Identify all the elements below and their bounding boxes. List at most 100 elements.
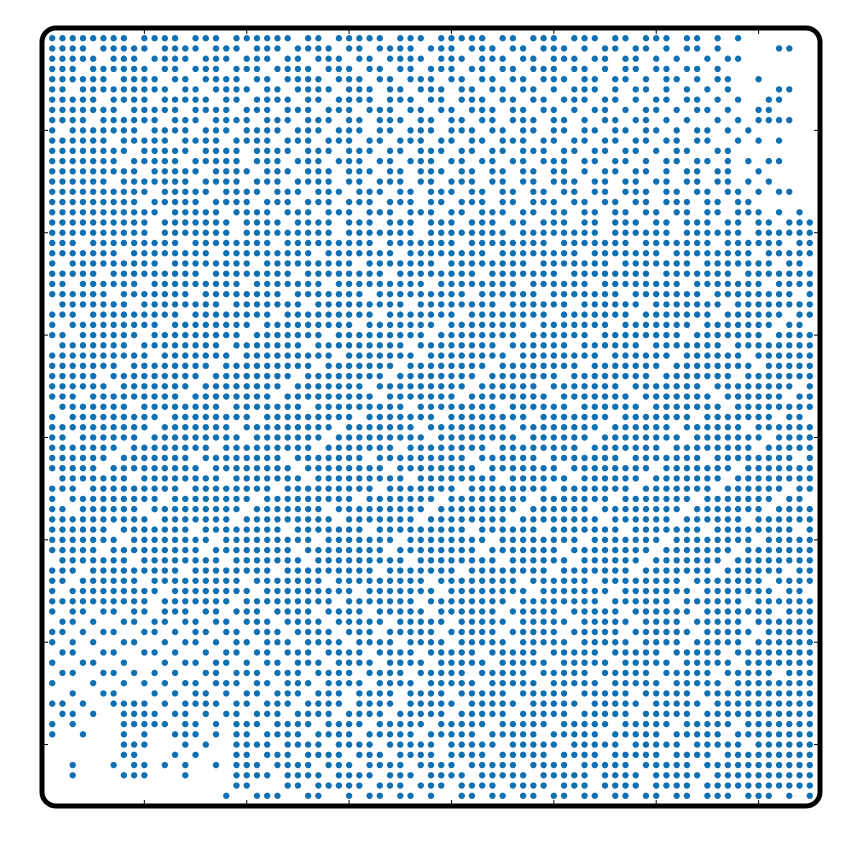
point — [448, 65, 455, 73]
point — [489, 649, 496, 656]
point — [663, 188, 670, 195]
point — [571, 495, 578, 503]
point — [100, 536, 107, 544]
point — [796, 362, 803, 370]
point — [100, 485, 107, 492]
point — [386, 290, 394, 298]
point — [386, 628, 394, 636]
point — [734, 577, 742, 584]
point — [683, 260, 691, 267]
point — [397, 485, 404, 492]
point — [765, 301, 773, 308]
point — [79, 260, 87, 267]
point — [79, 198, 87, 206]
point — [540, 301, 547, 308]
point — [519, 710, 527, 718]
point — [438, 393, 445, 400]
point — [653, 280, 660, 288]
point — [509, 383, 517, 390]
point — [765, 710, 773, 718]
point — [274, 444, 281, 451]
point — [315, 229, 322, 236]
point — [745, 567, 752, 574]
point — [765, 96, 773, 103]
point — [69, 598, 76, 605]
point — [734, 485, 742, 492]
point — [89, 137, 97, 144]
point — [540, 434, 547, 441]
point — [796, 679, 803, 687]
point — [663, 301, 670, 308]
point — [69, 260, 76, 267]
point — [519, 526, 527, 533]
point — [284, 321, 291, 329]
point — [468, 301, 476, 308]
point — [130, 741, 138, 748]
point — [335, 649, 343, 656]
point — [345, 229, 353, 236]
point — [274, 413, 281, 421]
point — [745, 342, 752, 349]
point — [417, 587, 424, 595]
point — [704, 413, 711, 421]
point — [734, 598, 742, 605]
point — [345, 127, 353, 134]
point — [386, 577, 394, 584]
point — [806, 608, 813, 615]
point — [448, 587, 455, 595]
point — [704, 137, 711, 144]
point — [100, 567, 107, 574]
point — [438, 454, 445, 462]
point — [212, 608, 220, 615]
point — [274, 229, 281, 236]
point — [294, 413, 302, 421]
point — [407, 239, 414, 247]
point — [335, 157, 343, 165]
point — [489, 485, 496, 492]
point — [489, 413, 496, 421]
point — [315, 751, 322, 759]
point — [212, 577, 220, 584]
point — [724, 444, 732, 451]
point — [448, 116, 455, 124]
point — [212, 280, 220, 288]
point — [253, 75, 261, 83]
point — [264, 618, 271, 625]
point — [49, 444, 56, 451]
point — [530, 290, 537, 298]
point — [530, 331, 537, 339]
point — [499, 413, 506, 421]
point — [366, 464, 373, 472]
point — [622, 772, 629, 779]
point — [663, 628, 670, 636]
point — [79, 116, 87, 124]
point — [376, 690, 384, 697]
point — [509, 536, 517, 544]
point — [550, 331, 558, 339]
point — [69, 444, 76, 451]
point — [192, 485, 199, 492]
point — [130, 331, 138, 339]
point — [448, 393, 455, 400]
point — [386, 598, 394, 605]
point — [427, 168, 435, 175]
point — [233, 250, 240, 257]
point — [653, 393, 660, 400]
point — [59, 178, 66, 185]
point — [274, 557, 281, 564]
point — [755, 792, 762, 799]
point — [345, 137, 353, 144]
point — [253, 372, 261, 380]
point — [397, 546, 404, 554]
point — [612, 270, 619, 277]
point — [704, 536, 711, 544]
point — [427, 557, 435, 564]
point — [693, 127, 701, 134]
point — [714, 792, 721, 799]
point — [622, 311, 629, 318]
point — [519, 772, 527, 779]
point — [714, 342, 721, 349]
point — [581, 413, 588, 421]
point — [427, 710, 435, 718]
point — [571, 464, 578, 472]
